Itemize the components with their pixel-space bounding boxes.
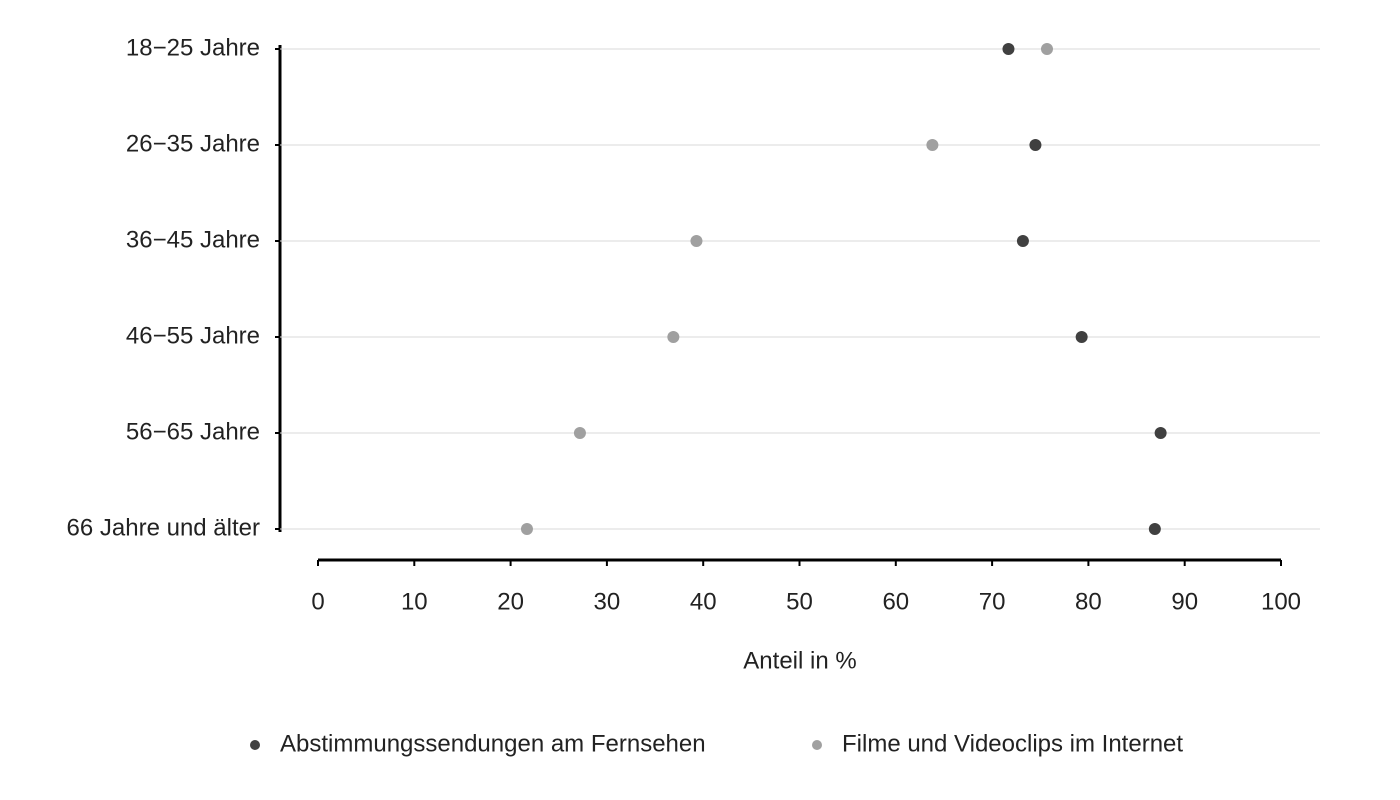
dot (573, 427, 586, 439)
x-axis-label: Anteil in % (743, 647, 856, 674)
dot (1002, 43, 1015, 55)
dot (1148, 523, 1161, 535)
x-tick-label: 100 (1261, 588, 1301, 615)
legend-marker (250, 740, 260, 750)
dot (1154, 427, 1167, 439)
x-tick-label: 60 (882, 588, 909, 615)
dot (667, 331, 680, 343)
dot (1040, 43, 1053, 55)
legend-label: Filme und Videoclips im Internet (842, 730, 1183, 757)
legend-marker (812, 740, 822, 750)
legend-label: Abstimmungssendungen am Fernsehen (280, 730, 706, 757)
x-tick-label: 80 (1075, 588, 1102, 615)
x-tick-label: 90 (1171, 588, 1198, 615)
dot (1029, 139, 1042, 151)
y-tick-label: 18−25 Jahre (126, 34, 260, 61)
y-tick-label: 36−45 Jahre (126, 226, 260, 253)
x-tick-label: 50 (786, 588, 813, 615)
y-tick-label: 46−55 Jahre (126, 322, 260, 349)
dot (1016, 235, 1029, 247)
y-tick-label: 56−65 Jahre (126, 418, 260, 445)
y-tick-label: 66 Jahre und älter (67, 514, 260, 541)
dot (1075, 331, 1088, 343)
dot (520, 523, 533, 535)
dot (690, 235, 703, 247)
x-tick-label: 10 (401, 588, 428, 615)
y-tick-label: 26−35 Jahre (126, 130, 260, 157)
x-tick-label: 20 (497, 588, 524, 615)
x-tick-label: 70 (979, 588, 1006, 615)
dot (926, 139, 939, 151)
x-tick-label: 0 (311, 588, 324, 615)
x-tick-label: 30 (594, 588, 621, 615)
x-tick-label: 40 (690, 588, 717, 615)
